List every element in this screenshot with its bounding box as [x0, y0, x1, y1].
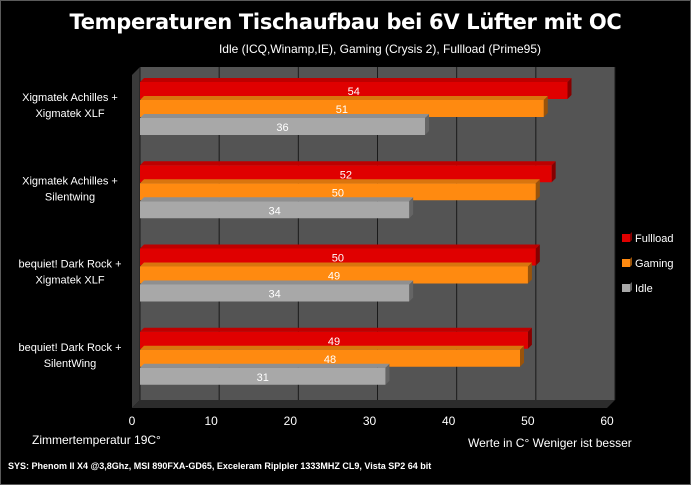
bar-top — [140, 197, 414, 202]
bar-depth — [385, 363, 390, 385]
bar-top — [140, 244, 540, 249]
legend-swatch-gaming — [622, 259, 630, 267]
category-label: SilentWing — [44, 358, 97, 370]
x-tick-label: 20 — [284, 414, 298, 428]
plot-side-wall — [132, 67, 140, 408]
bar-idle — [140, 367, 386, 385]
bar-top — [140, 280, 414, 285]
legend-swatch-depth — [630, 257, 632, 267]
legend-swatch-fullload — [622, 234, 630, 242]
bar-depth — [409, 280, 414, 302]
bar-depth — [567, 78, 572, 99]
bar-top — [140, 96, 548, 100]
category-label: Silentwing — [45, 191, 95, 203]
room-temperature-note: Zimmertemperatur 19C° — [32, 433, 161, 447]
units-note: Werte in C° Weniger ist besser — [468, 436, 632, 450]
data-label: 34 — [268, 289, 280, 301]
x-tick-label: 50 — [521, 414, 535, 428]
bar-top — [140, 262, 532, 267]
bar-top — [140, 345, 524, 350]
system-specs: SYS: Phenom II X4 @3,8Ghz, MSI 890FXA-GD… — [8, 461, 432, 471]
bar-depth — [527, 327, 532, 349]
legend-label-idle: Idle — [635, 283, 653, 295]
data-label: 49 — [328, 271, 340, 283]
bar-idle — [140, 201, 410, 219]
category-label: bequiet! Dark Rock + — [18, 342, 121, 354]
bar-depth — [527, 262, 532, 284]
bar-gaming — [140, 266, 528, 284]
data-label: 54 — [348, 86, 360, 98]
bar-depth — [520, 345, 524, 367]
bar-depth — [543, 96, 548, 117]
plot-floor — [132, 400, 615, 408]
chart-subtitle: Idle (ICQ,Winamp,IE), Gaming (Crysis 2),… — [218, 42, 542, 56]
chart-title: Temperaturen Tischaufbau bei 6V Lüfter m… — [69, 10, 622, 34]
x-tick-label: 30 — [363, 414, 377, 428]
category-label: bequiet! Dark Rock + — [18, 259, 121, 271]
bar-depth — [535, 179, 540, 201]
data-label: 36 — [276, 122, 288, 134]
legend-swatch-depth — [630, 232, 632, 242]
bar-gaming — [140, 100, 544, 117]
bar-idle — [140, 118, 425, 135]
x-tick-label: 10 — [204, 414, 218, 428]
bar-fullload — [140, 248, 536, 266]
data-label: 50 — [332, 253, 344, 265]
x-tick-label: 60 — [600, 414, 614, 428]
data-label: 49 — [328, 336, 340, 348]
data-label: 34 — [268, 205, 280, 217]
bar-idle — [140, 284, 410, 302]
bar-top — [140, 327, 532, 332]
x-tick-label: 0 — [129, 414, 136, 428]
legend-label-fullload: Fullload — [635, 233, 674, 245]
x-tick-label: 40 — [442, 414, 456, 428]
bar-top — [140, 161, 556, 166]
category-label: Xigmatek Achilles + — [22, 92, 118, 104]
data-label: 48 — [324, 354, 336, 366]
bar-fullload — [140, 165, 552, 183]
data-label: 51 — [336, 104, 348, 116]
data-label: 31 — [257, 372, 269, 384]
bar-fullload — [140, 331, 528, 349]
bar-depth — [425, 114, 429, 135]
legend-label-gaming: Gaming — [635, 258, 674, 270]
category-label: Xigmatek XLF — [35, 275, 104, 287]
bar-gaming — [140, 349, 520, 367]
bar-depth — [535, 244, 540, 266]
data-label: 50 — [332, 187, 344, 199]
bar-fullload — [140, 82, 568, 99]
bar-top — [140, 363, 390, 368]
legend-swatch-depth — [630, 282, 632, 292]
bar-gaming — [140, 183, 536, 201]
category-label: Xigmatek Achilles + — [22, 175, 118, 187]
bar-top — [140, 78, 572, 82]
bar-depth — [551, 161, 556, 183]
bar-top — [140, 114, 429, 118]
category-label: Xigmatek XLF — [35, 108, 104, 120]
data-label: 52 — [340, 169, 352, 181]
bar-top — [140, 179, 540, 184]
bar-depth — [409, 197, 414, 219]
legend-swatch-idle — [622, 284, 630, 292]
